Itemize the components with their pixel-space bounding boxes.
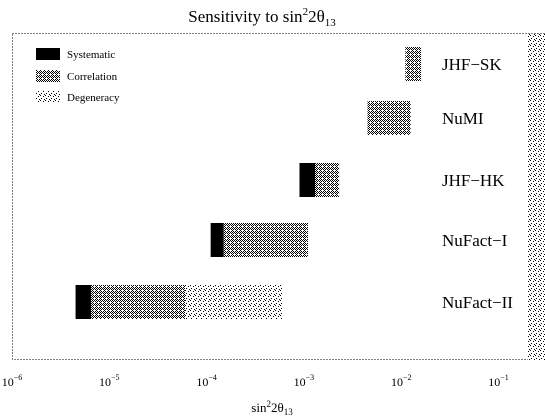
bars-layer (75, 47, 422, 319)
legend-label-degeneracy: Degeneracy (67, 92, 120, 104)
legend-label-systematic: Systematic (67, 49, 115, 61)
x-axis-ticks: 10−6 10−5 10−4 10−3 10−2 10−1 (2, 373, 509, 389)
legend-label-correlation: Correlation (67, 71, 118, 83)
experiment-label-nufact-i: NuFact−I (442, 231, 508, 250)
experiment-label-nufact-ii: NuFact−II (442, 293, 513, 312)
x-tick-label: 10−6 (2, 373, 23, 389)
bar-nufact-i-correlation (223, 223, 308, 257)
x-tick-label: 10−5 (99, 373, 120, 389)
legend-swatch-degeneracy (36, 91, 60, 103)
x-tick-label: 10−4 (196, 373, 217, 389)
bar-nufact-ii-systematic (75, 285, 92, 319)
legend: Systematic Correlation Degeneracy (36, 48, 120, 104)
legend-swatch-systematic (36, 48, 60, 60)
x-tick-label: 10−3 (294, 373, 315, 389)
bar-nufact-ii-degeneracy (185, 285, 283, 319)
experiment-label-numi: NuMI (442, 109, 484, 128)
bar-jhf-hk-correlation (315, 163, 340, 197)
bar-jhf-hk-systematic (299, 163, 316, 197)
bar-numi-correlation (367, 101, 411, 135)
plot-frame (12, 33, 545, 360)
legend-swatch-correlation (36, 70, 60, 82)
experiment-label-jhf-hk: JHF−HK (442, 171, 505, 190)
bar-jhf-sk-correlation (405, 47, 422, 81)
x-tick-label: 10−1 (488, 373, 509, 389)
experiment-labels: JHF−SK NuMI JHF−HK NuFact−I NuFact−II (442, 55, 513, 312)
bar-nufact-ii-correlation (91, 285, 186, 319)
experiment-label-jhf-sk: JHF−SK (442, 55, 502, 74)
bar-nufact-i-systematic (210, 223, 224, 257)
excluded-region (527, 34, 545, 360)
excluded-region-layer (527, 34, 545, 360)
x-tick-label: 10−2 (391, 373, 412, 389)
x-axis-label: sin22θ13 (251, 399, 293, 417)
chart-title: Sensitivity to sin22θ13 (188, 6, 336, 29)
